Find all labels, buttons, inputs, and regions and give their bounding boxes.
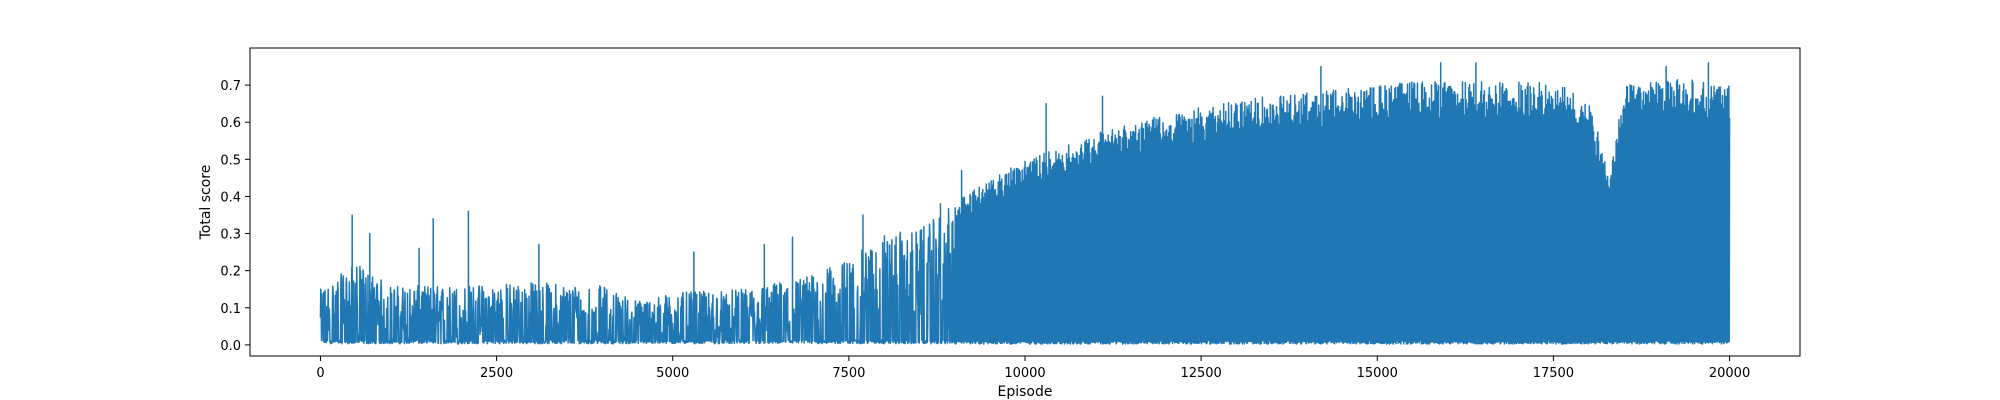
y-tick-label: 0.1 bbox=[220, 302, 241, 317]
y-tick-label: 0.3 bbox=[220, 228, 241, 243]
x-tick-label: 20000 bbox=[1709, 366, 1750, 381]
y-tick-label: 0.4 bbox=[220, 190, 241, 205]
y-tick-label: 0.7 bbox=[220, 79, 241, 94]
series-line bbox=[319, 62, 1731, 345]
x-tick-label: 0 bbox=[316, 366, 324, 381]
x-tick-label: 17500 bbox=[1533, 366, 1574, 381]
y-tick-label: 0.0 bbox=[220, 339, 241, 354]
x-tick-label: 5000 bbox=[656, 366, 689, 381]
y-tick-label: 0.2 bbox=[220, 265, 241, 280]
x-tick-label: 10000 bbox=[1004, 366, 1045, 381]
x-tick-label: 15000 bbox=[1357, 366, 1398, 381]
x-axis: 0 2500 5000 7500 10000 12500 15000 17500 20000 bbox=[316, 356, 1750, 381]
y-axis: 0.0 0.1 0.2 0.3 0.4 0.5 0.6 0.7 bbox=[220, 79, 250, 354]
y-axis-label: Total score bbox=[198, 165, 214, 241]
x-tick-label: 2500 bbox=[480, 366, 513, 381]
plot-area bbox=[249, 47, 1801, 357]
y-tick-label: 0.5 bbox=[220, 153, 241, 168]
x-tick-label: 12500 bbox=[1180, 366, 1221, 381]
x-tick-label: 7500 bbox=[832, 366, 865, 381]
series-layer bbox=[319, 62, 1731, 345]
y-tick-label: 0.6 bbox=[220, 116, 241, 131]
x-axis-label: Episode bbox=[998, 384, 1053, 400]
